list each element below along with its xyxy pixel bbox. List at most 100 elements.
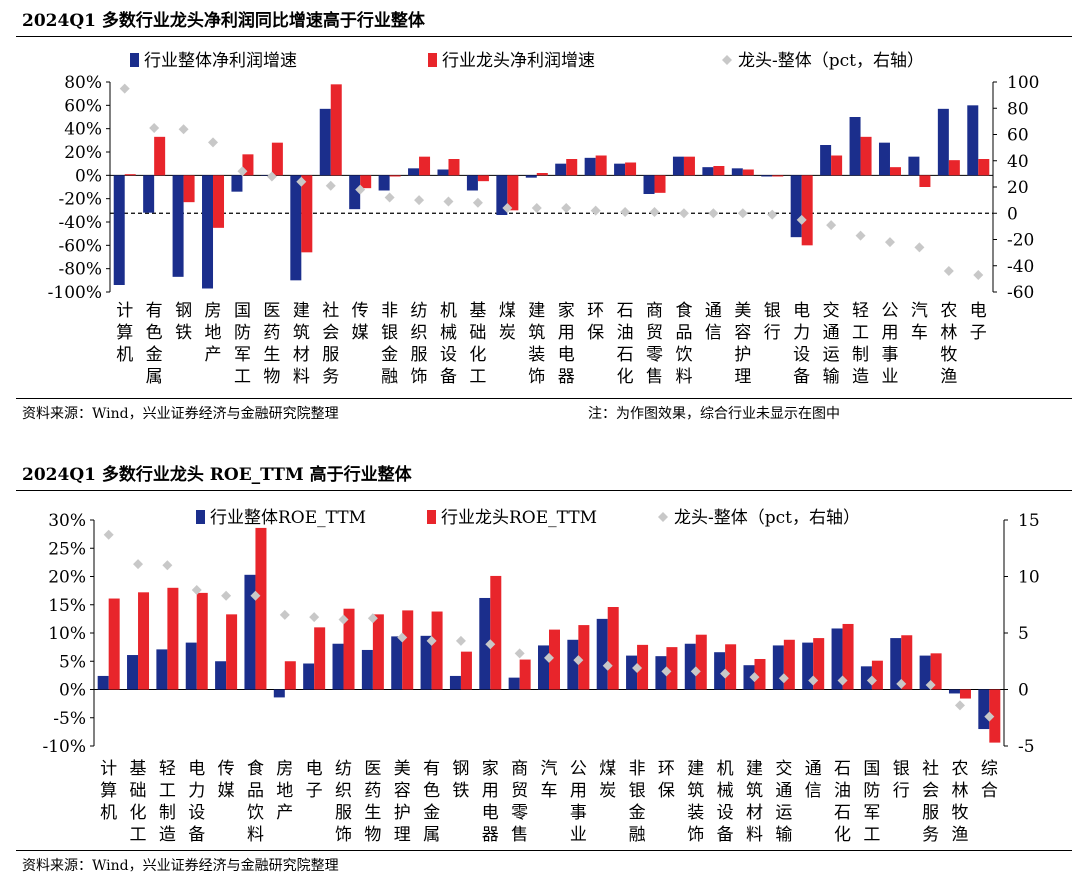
chart1-bar-leader [536,173,548,176]
chart1-left-tick-label: -100% [48,283,102,303]
chart2-top-rule [16,490,1072,491]
chart1-bar-leader [271,142,283,176]
chart1-right-tick-label: 40 [1007,152,1029,172]
chart1-right-tick-label: 100 [1007,73,1039,93]
chart1-diamond-diff [119,83,130,94]
chart1-right-tick-label: 20 [1007,178,1029,198]
chart1-left-tick-label: -40% [58,213,102,233]
chart1-category-label: 通信 [705,301,722,343]
chart1-bar-leader [448,159,460,176]
chart1-diamond-diff [561,203,572,213]
chart1-bar-industry [820,145,832,176]
chart2-legend-industry-label: 行业整体ROE_TTM [210,508,366,528]
chart1-diamond-diff [414,195,425,206]
chart1-category-label: 计算机 [116,301,133,365]
chart2-diamond-diff [485,639,496,650]
chart1-left-tick-label: 80% [64,73,102,93]
chart1-category-label: 医药生物 [263,301,280,387]
chart1-bar-leader [860,136,872,176]
chart1-left-tick-label: 0% [75,166,102,186]
chart1-diamond-diff [531,203,542,213]
chart1-bar-industry [231,175,243,192]
chart1-bar-industry [849,117,861,176]
chart2-bar-industry [567,639,579,690]
chart2-bar-leader [196,592,208,690]
chart2-bar-leader [842,623,854,690]
chart1-left-tick-label: 20% [64,143,102,163]
chart1-bar-leader [124,174,136,176]
chart2-category-label: 钢铁 [452,759,469,801]
chart1-svg: -100% -80% -60% -40% -20% 0% 20% 40% 60% 80% -60 -4… [48,51,1040,387]
chart2-category-label: 美容护理 [394,759,411,845]
chart2-left-tick-label: -10% [42,737,86,757]
chart2-bar-leader [138,592,150,690]
chart2-bar-industry [420,635,432,690]
chart1-diamond-diff [178,124,189,135]
chart1-bar-industry [967,105,979,176]
chart1-category-label: 石油石化 [617,301,634,387]
chart1-bar-industry [319,108,331,176]
chart2-right-tick-label: 15 [1018,511,1040,531]
chart1-category-label: 交通运输 [823,301,840,387]
chart1-left-tick-label: 60% [64,96,102,116]
chart1-bar-leader [889,167,901,176]
chart1-category-label: 建筑材料 [293,301,310,387]
chart1-bar-leader [183,175,195,203]
chart1-legend-diff-label: 龙头-整体（pct，右轴） [738,51,924,71]
chart1-source: 资料来源：Wind，兴业证券经济与金融研究院整理 [22,406,339,422]
chart2-title: 2024Q1 多数行业龙头 ROE_TTM 高于行业整体 [22,465,412,485]
chart2-bar-industry [948,689,960,694]
chart1-bar-industry [761,175,773,177]
chart2-category-label: 纺织服饰 [335,759,352,845]
chart1-category-label: 基础化工 [469,301,486,387]
chart2-bar-industry [860,666,872,690]
chart1-category-label: 钢铁 [175,301,192,343]
chart1-bar-leader [301,175,313,253]
chart2-category-label: 公用事业 [570,759,587,845]
chart2-category-label: 电子 [306,759,323,801]
chart2-category-label: 有色金属 [423,759,440,845]
chart1-diamond-diff [472,197,483,208]
chart1-diamond-diff [943,266,954,276]
chart2-bar-leader [959,689,971,699]
chart1-diamond-diff [796,214,807,225]
chart2-left-tick-label: 0% [59,681,86,701]
chart1-diamond-diff [208,137,219,148]
chart2-bar-industry [655,656,667,690]
chart2-category-label: 社会服务 [922,759,939,845]
chart1-category-label: 家用电器 [558,301,575,387]
chart2-bar-leader [725,644,737,690]
chart2-bar-leader [754,658,766,690]
chart1-category-label: 食品饮料 [675,301,692,387]
chart1-legend-diff-swatch [722,55,732,65]
chart2-bar-leader [695,634,707,690]
chart2-diamond-diff [808,675,819,686]
chart1-category-label: 有色金属 [146,301,163,387]
chart2-diamond-diff [338,614,349,625]
chart2-bar-industry [127,655,139,690]
chart2-bar-industry [714,652,726,690]
chart1-diamond-diff [737,208,748,219]
chart1-bar-industry [555,163,567,176]
chart1-diamond-diff [855,230,866,241]
chart2-legend-diff-label: 龙头-整体（pct，右轴） [674,508,860,528]
chart2-bar-industry [215,661,227,690]
chart2-bar-industry [303,663,315,690]
chart1-bar-leader [154,136,166,176]
chart2-bar-leader [637,644,649,690]
chart1-title: 2024Q1 多数行业龙头净利润同比增速高于行业整体 [22,11,425,31]
chart1-diamond-diff [266,171,277,182]
chart2-diamond-diff [925,679,936,690]
chart1-bar-industry [172,175,184,277]
chart1-left-tick-label: -20% [58,190,102,210]
chart2-bar-industry [361,649,373,690]
chart1-category-label: 银行 [764,301,781,343]
chart2-category-label: 建筑材料 [746,759,763,845]
chart1-bar-leader [948,160,960,176]
chart1-diamond-diff [767,209,778,220]
chart2-bar-industry [919,655,931,690]
chart1-bar-industry [937,108,949,176]
chart1-bar-leader [625,162,637,176]
chart1-bar-leader [507,175,519,211]
chart2-category-label: 房地产 [276,759,293,823]
